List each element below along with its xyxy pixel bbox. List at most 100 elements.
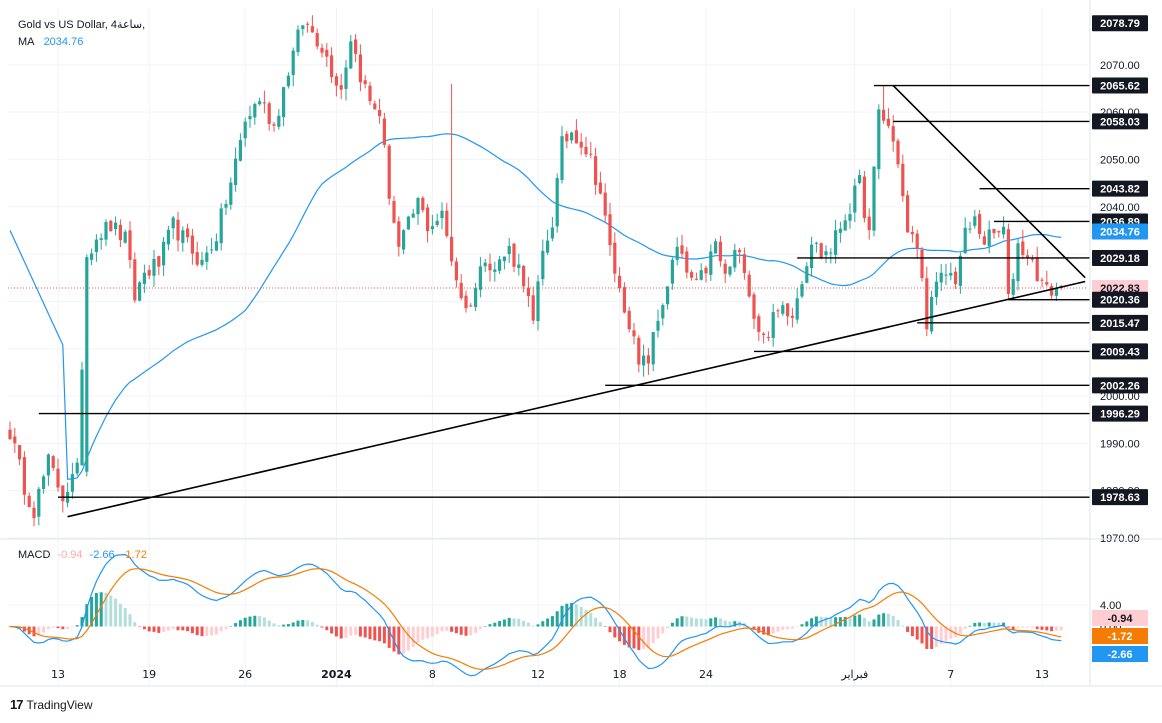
trendline-drawings[interactable] xyxy=(67,85,1086,518)
candle-body xyxy=(296,29,300,53)
macd-histogram-bar xyxy=(258,616,262,627)
candle-body xyxy=(358,54,362,83)
macd-line xyxy=(9,553,1062,677)
tradingview-logo-icon: 17 xyxy=(10,697,24,712)
candle xyxy=(603,183,607,222)
candle-body xyxy=(368,85,372,102)
candle xyxy=(392,195,396,224)
candle-body xyxy=(651,332,655,365)
candle-body xyxy=(162,241,166,266)
candle-body xyxy=(258,101,262,105)
macd-histogram-bar xyxy=(1035,626,1039,630)
candle xyxy=(594,147,598,195)
candle-body xyxy=(675,246,679,260)
macd-value-text: -1.72 xyxy=(1107,631,1132,643)
candle xyxy=(152,249,156,287)
macd-label: MACD xyxy=(18,549,51,561)
tradingview-brand[interactable]: 17 TradingView xyxy=(10,697,93,712)
candle-body xyxy=(814,242,818,244)
macd-histogram-bar xyxy=(622,626,626,645)
candle-body xyxy=(795,298,799,320)
candle-body xyxy=(584,146,588,155)
candle xyxy=(507,238,511,263)
candle xyxy=(248,105,252,128)
candle xyxy=(502,256,506,270)
macd-histogram-bar xyxy=(694,618,698,627)
macd-histogram-bar xyxy=(229,626,233,627)
candle-body xyxy=(94,239,98,253)
candle xyxy=(354,34,358,63)
candle xyxy=(421,196,425,213)
candle-body xyxy=(354,39,358,54)
candle xyxy=(920,247,924,282)
candle-body xyxy=(498,259,502,271)
macd-histogram-bar xyxy=(320,626,324,628)
macd-histogram-bar xyxy=(834,617,838,627)
price-label: 2078.79 xyxy=(1092,15,1148,32)
macd-histogram-bar xyxy=(814,616,818,627)
candle xyxy=(757,313,761,341)
price-axis[interactable]: 1970.001980.001990.002000.002010.002020.… xyxy=(1092,15,1148,545)
macd-histogram-bar xyxy=(363,626,367,638)
macd-histogram-bar xyxy=(243,617,247,627)
candle-body xyxy=(435,220,439,226)
price-label-text: 2020.36 xyxy=(1100,295,1140,307)
macd-histogram-bar xyxy=(195,626,199,636)
time-axis[interactable]: 13 19 26 2024 8 12 18 24 فبراير 7 13 xyxy=(51,668,1049,681)
symbol-legend[interactable]: Gold vs US Dollar, 4ساعة, xyxy=(18,19,146,31)
candle xyxy=(258,97,262,106)
candle-body xyxy=(507,246,511,255)
candle xyxy=(450,83,454,267)
candle xyxy=(512,242,516,273)
macd-histogram-bar xyxy=(891,616,895,627)
macd-histogram-bar xyxy=(531,625,535,627)
candle xyxy=(891,114,895,152)
candle-body xyxy=(142,272,146,284)
candle xyxy=(742,247,746,280)
horizontal-levels[interactable] xyxy=(38,84,1090,498)
candle-body xyxy=(8,429,12,440)
candle-body xyxy=(147,270,151,276)
macd-histogram-bar xyxy=(272,623,276,627)
candle-body xyxy=(1054,287,1058,296)
candle-body xyxy=(80,369,84,466)
candle-body xyxy=(464,295,468,309)
candle xyxy=(771,303,775,347)
candle-body xyxy=(747,274,751,297)
candle xyxy=(896,138,900,169)
macd-histogram-bar xyxy=(656,626,660,639)
candle-body xyxy=(694,278,698,280)
candle-body xyxy=(190,235,194,254)
candle-body xyxy=(891,126,895,142)
macd-histogram-bar xyxy=(526,622,530,627)
ma-legend[interactable]: MA 2034.76 xyxy=(18,35,83,49)
moving-average xyxy=(9,133,1062,480)
macd-histogram-bar xyxy=(594,617,598,627)
candle xyxy=(411,208,415,219)
macd-histogram-bar xyxy=(762,626,766,635)
candle xyxy=(814,241,818,253)
macd-histogram-bar xyxy=(267,620,271,627)
macd-histogram-bar xyxy=(546,618,550,627)
macd-histogram-bar xyxy=(334,626,338,637)
candle-body xyxy=(1040,279,1044,281)
macd-histogram-bar xyxy=(824,617,828,627)
candle xyxy=(589,142,593,159)
chart-frame xyxy=(0,0,1162,687)
macd-histogram-bar xyxy=(46,626,50,630)
candle xyxy=(32,501,36,527)
macd-histogram-bar xyxy=(445,626,449,631)
macd-histogram-bar xyxy=(286,624,290,627)
candle-body xyxy=(469,305,473,307)
macd-histogram-bar xyxy=(627,626,631,648)
macd-histogram-bar xyxy=(416,626,420,643)
macd-histogram-bar xyxy=(464,626,468,636)
candle xyxy=(958,252,962,294)
macd-legend[interactable]: MACD -0.94 -2.66 -1.72 xyxy=(18,548,147,562)
macd-histogram-bar xyxy=(790,626,794,629)
candle-body xyxy=(306,23,310,25)
macd-histogram-bar xyxy=(944,626,948,642)
candle xyxy=(229,177,233,210)
candle-body xyxy=(315,32,319,47)
